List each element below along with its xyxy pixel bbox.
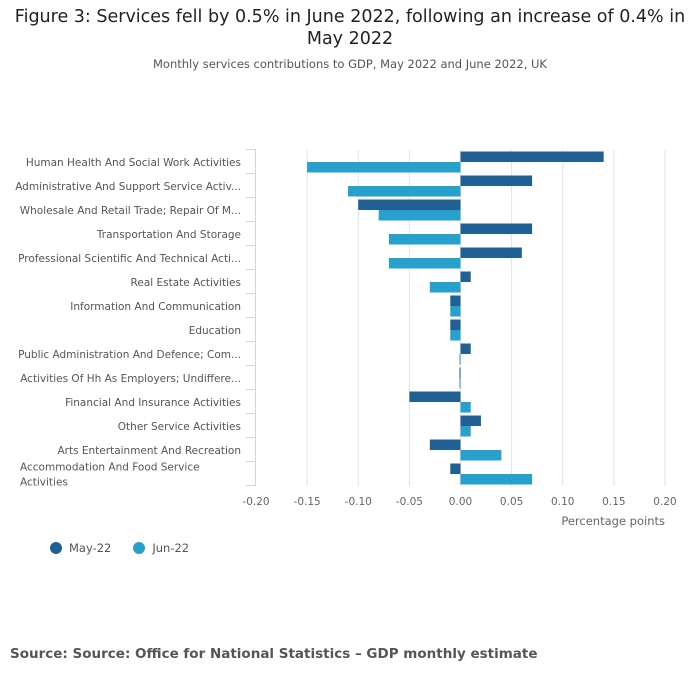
category-label: Financial And Insurance Activities	[65, 397, 241, 409]
category-label: Administrative And Support Service Activ…	[15, 181, 241, 193]
x-tick-label: 0.15	[602, 496, 625, 508]
x-tick-label: 0.05	[500, 496, 523, 508]
category-label: Arts Entertainment And Recreation	[57, 445, 241, 457]
x-tick-label: 0.20	[653, 496, 676, 508]
bar-may-22	[460, 271, 471, 282]
bar-may-22	[450, 319, 461, 330]
bar-may-22	[460, 175, 533, 186]
bar-may-22	[450, 295, 461, 306]
legend-label-may: May-22	[69, 541, 112, 555]
bar-jun-22	[460, 450, 502, 461]
x-tick-label: 0.10	[551, 496, 574, 508]
bar-may-22	[459, 367, 461, 378]
bar-jun-22	[429, 282, 461, 293]
legend-item-may[interactable]: May-22	[50, 541, 111, 555]
bar-jun-22	[460, 402, 471, 413]
chart-title: Figure 3: Services fell by 0.5% in June …	[14, 7, 686, 49]
y-axis	[246, 149, 256, 486]
x-axis-title: Percentage points	[561, 514, 665, 528]
bar-chart: Human Health And Social Work Activities A…	[15, 149, 677, 528]
bars	[307, 151, 604, 485]
category-label: Accommodation And Food Service	[20, 462, 200, 474]
bar-jun-22	[459, 378, 461, 389]
category-label: Information And Communication	[70, 301, 241, 313]
category-label: Activities	[20, 477, 68, 489]
bar-jun-22	[388, 234, 461, 245]
x-tick-label: 0.00	[449, 496, 472, 508]
category-label: Other Service Activities	[118, 421, 241, 433]
bar-jun-22	[460, 426, 471, 437]
bar-may-22	[460, 151, 604, 162]
x-tick-labels: -0.20 -0.15 -0.10 -0.05 0.00 0.05 0.10 0.15 0.20	[242, 496, 676, 508]
source-note: Source: Source: Office for National Stat…	[10, 646, 538, 662]
category-label: Wholesale And Retail Trade; Repair Of M.…	[20, 205, 241, 217]
legend-marker-may	[50, 542, 62, 554]
bar-jun-22	[450, 306, 461, 317]
legend-marker-jun	[133, 542, 146, 554]
bar-may-22	[460, 343, 471, 354]
bar-may-22	[460, 415, 481, 426]
x-tick-label: -0.15	[294, 496, 321, 508]
chart-subtitle: Monthly services contributions to GDP, M…	[153, 57, 547, 71]
bar-jun-22	[460, 474, 533, 485]
bar-jun-22	[348, 186, 461, 197]
bar-jun-22	[459, 354, 461, 365]
bar-may-22	[409, 391, 461, 402]
x-tick-label: -0.20	[242, 496, 269, 508]
legend: May-22 Jun-22	[50, 541, 189, 555]
bar-may-22	[450, 463, 461, 474]
category-label: Transportation And Storage	[96, 229, 241, 241]
bar-jun-22	[450, 330, 461, 341]
x-tick-label: -0.05	[396, 496, 423, 508]
bar-may-22	[358, 199, 461, 210]
bar-may-22	[429, 439, 461, 450]
category-labels: Human Health And Social Work Activities A…	[15, 157, 241, 489]
bar-jun-22	[388, 258, 461, 269]
x-tick-label: -0.10	[345, 496, 372, 508]
bar-jun-22	[307, 162, 461, 173]
category-label: Activities Of Hh As Employers; Undiffere…	[20, 373, 241, 385]
category-label: Professional Scientific And Technical Ac…	[18, 253, 241, 265]
bar-may-22	[460, 247, 522, 258]
legend-label-jun: Jun-22	[152, 541, 190, 555]
category-label: Human Health And Social Work Activities	[26, 157, 241, 169]
category-label: Public Administration And Defence; Com..…	[18, 349, 241, 361]
bar-may-22	[460, 223, 533, 234]
bar-jun-22	[378, 210, 461, 221]
category-label: Real Estate Activities	[131, 277, 241, 289]
legend-item-jun[interactable]: Jun-22	[133, 541, 189, 555]
category-label: Education	[189, 325, 241, 337]
